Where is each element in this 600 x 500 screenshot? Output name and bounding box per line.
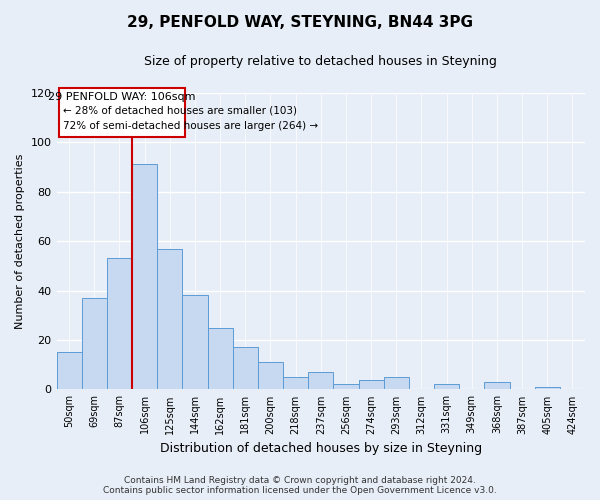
Text: 72% of semi-detached houses are larger (264) →: 72% of semi-detached houses are larger (… [63, 121, 318, 131]
Bar [82, 298, 107, 390]
Bar [56, 352, 82, 390]
Y-axis label: Number of detached properties: Number of detached properties [15, 154, 25, 329]
Bar [233, 348, 258, 390]
Bar [308, 372, 334, 390]
Bar [132, 164, 157, 390]
X-axis label: Distribution of detached houses by size in Steyning: Distribution of detached houses by size … [160, 442, 482, 455]
Bar [334, 384, 359, 390]
Bar [157, 248, 182, 390]
Bar [484, 382, 509, 390]
Bar [107, 258, 132, 390]
Bar [283, 377, 308, 390]
Bar [182, 296, 208, 390]
Text: 29 PENFOLD WAY: 106sqm: 29 PENFOLD WAY: 106sqm [48, 92, 196, 102]
Bar [383, 377, 409, 390]
Bar [535, 387, 560, 390]
Bar [359, 380, 383, 390]
Text: 29, PENFOLD WAY, STEYNING, BN44 3PG: 29, PENFOLD WAY, STEYNING, BN44 3PG [127, 15, 473, 30]
Bar [258, 362, 283, 390]
FancyBboxPatch shape [59, 88, 185, 138]
Bar [434, 384, 459, 390]
Text: ← 28% of detached houses are smaller (103): ← 28% of detached houses are smaller (10… [63, 105, 297, 115]
Title: Size of property relative to detached houses in Steyning: Size of property relative to detached ho… [145, 55, 497, 68]
Bar [208, 328, 233, 390]
Text: Contains HM Land Registry data © Crown copyright and database right 2024.
Contai: Contains HM Land Registry data © Crown c… [103, 476, 497, 495]
